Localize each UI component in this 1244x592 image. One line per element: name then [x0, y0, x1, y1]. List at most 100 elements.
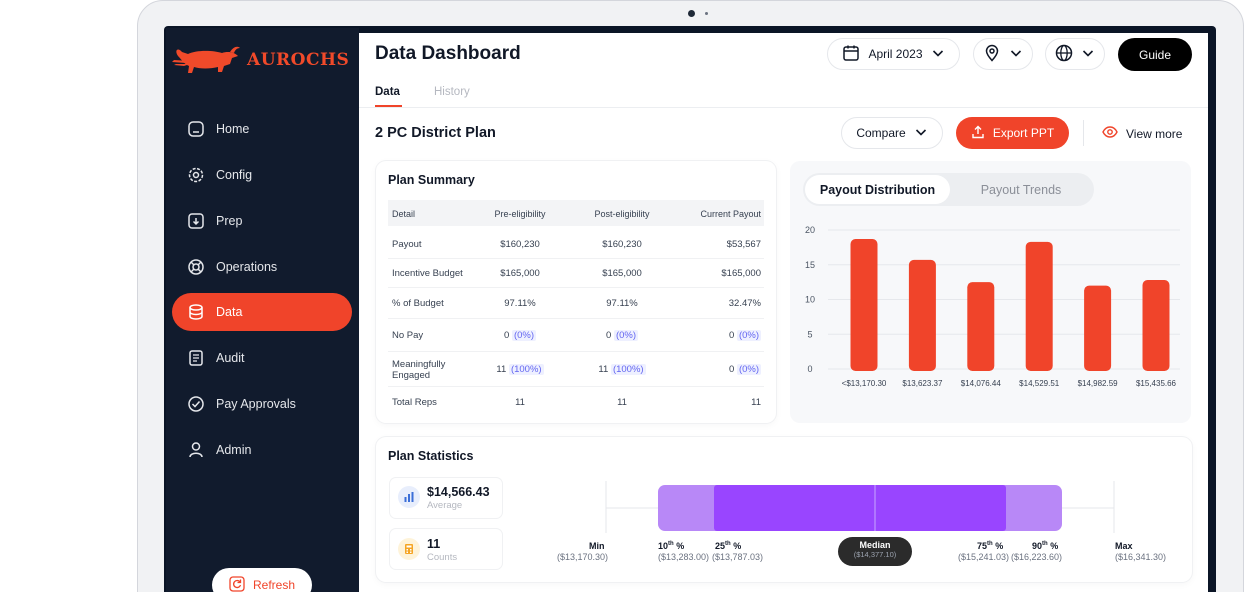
bar[interactable] — [1142, 280, 1170, 371]
sidebar-item-operations[interactable]: Operations — [172, 248, 352, 286]
row-current: 11 — [751, 397, 761, 408]
brand-logo[interactable] — [172, 40, 342, 80]
y-tick-label: 5 — [807, 329, 812, 339]
row-current: 32.47% — [728, 298, 761, 309]
row-divider — [388, 351, 764, 352]
lifebuoy-icon — [186, 257, 206, 277]
sidebar-item-audit[interactable]: Audit — [172, 339, 352, 377]
tab-history[interactable]: History — [434, 86, 470, 98]
sidebar-item-prep[interactable]: Prep — [172, 202, 352, 240]
tab-divider — [359, 107, 1208, 108]
check-circle-icon — [186, 394, 206, 414]
chevron-down-icon — [1081, 46, 1095, 63]
guide-button[interactable]: Guide — [1118, 38, 1192, 71]
export-label: Export PPT — [992, 126, 1055, 140]
bar[interactable] — [1084, 285, 1112, 371]
sidebar-item-home[interactable]: Home — [172, 110, 352, 148]
month-selector[interactable]: April 2023 — [827, 38, 960, 70]
p25-value: ($13,787.03) — [712, 552, 764, 562]
max-value: ($16,341.30) — [1115, 552, 1167, 562]
column-header: Detail — [392, 209, 416, 219]
p75-label: 75th % — [977, 541, 1004, 551]
tab-payout-distribution[interactable]: Payout Distribution — [805, 175, 950, 204]
y-tick-label: 10 — [805, 295, 815, 305]
row-divider — [388, 386, 764, 387]
row-post: $165,000 — [602, 268, 642, 279]
percent-badge: (0%) — [511, 330, 536, 341]
compare-dropdown[interactable]: Compare — [841, 117, 943, 149]
percent-badge: (0%) — [736, 364, 761, 375]
sidebar-item-data[interactable]: Data — [172, 293, 352, 331]
bar[interactable] — [908, 259, 936, 371]
min-value: ($13,170.30) — [557, 552, 609, 562]
chevron-down-icon — [1009, 46, 1023, 63]
camera-dot — [688, 10, 695, 17]
row-current: 0 (0%) — [729, 330, 761, 341]
p75-value: ($15,241.03) — [958, 552, 1010, 562]
download-box-icon — [186, 211, 206, 231]
document-icon — [186, 348, 206, 368]
p90-label: 90th % — [1032, 541, 1059, 551]
p90-value: ($16,223.60) — [1011, 552, 1063, 562]
sidebar-item-label: Prep — [216, 214, 243, 228]
average-label: Average — [427, 500, 463, 511]
row-post: 11 — [617, 397, 627, 408]
row-current: $165,000 — [721, 268, 761, 279]
row-current: 0 (0%) — [729, 364, 761, 375]
refresh-label: Refresh — [252, 578, 296, 592]
view-more-link[interactable]: View more — [1102, 124, 1182, 143]
plan-title: 2 PC District Plan — [375, 125, 496, 141]
p10-label: 10th % — [658, 541, 685, 551]
row-detail: No Pay — [392, 330, 424, 341]
plan-summary-title: Plan Summary — [388, 173, 475, 187]
percent-badge: (100%) — [508, 364, 544, 375]
chevron-down-icon — [931, 46, 945, 63]
tab-data[interactable]: Data — [375, 86, 400, 98]
sidebar-item-label: Audit — [216, 351, 245, 365]
sidebar-item-label: Home — [216, 122, 250, 136]
plan-statistics-title: Plan Statistics — [388, 449, 474, 463]
min-label: Min — [589, 541, 605, 551]
view-more-label: View more — [1126, 126, 1183, 141]
sidebar-item-config[interactable]: Config — [172, 156, 352, 194]
count-label: Counts — [427, 552, 458, 563]
row-detail: Meaningfully Engaged — [392, 359, 446, 381]
percent-badge: (100%) — [610, 364, 646, 375]
location-pin-icon — [983, 44, 1001, 65]
x-tick-label: $14,982.59 — [1078, 379, 1119, 388]
home-icon — [186, 119, 206, 139]
refresh-icon — [229, 575, 245, 592]
chevron-down-icon — [914, 125, 928, 142]
row-divider — [388, 318, 764, 319]
toolbar-divider — [1083, 120, 1084, 146]
row-post: 11 (100%) — [598, 364, 646, 375]
column-header: Pre-eligibility — [494, 209, 546, 219]
location-selector[interactable] — [973, 38, 1033, 70]
row-pre: 11 (100%) — [496, 364, 544, 375]
column-header: Current Payout — [700, 209, 761, 219]
sidebar-item-pay-approvals[interactable]: Pay Approvals — [172, 385, 352, 423]
y-tick-label: 20 — [805, 225, 815, 235]
average-value: $14,566.43 — [427, 485, 490, 499]
tab-payout-trends[interactable]: Payout Trends — [980, 182, 1062, 197]
count-value: 11 — [427, 537, 441, 551]
sidebar-item-admin[interactable]: Admin — [172, 431, 352, 469]
y-tick-label: 15 — [805, 260, 815, 270]
bar[interactable] — [850, 239, 878, 371]
percent-badge: (0%) — [736, 330, 761, 341]
row-post: 97.11% — [606, 298, 638, 309]
calendar-icon — [842, 44, 860, 65]
gear-icon — [186, 165, 206, 185]
bar[interactable] — [1025, 241, 1053, 371]
refresh-button[interactable]: Refresh — [212, 568, 312, 592]
x-tick-label: $15,435.66 — [1136, 379, 1177, 388]
language-selector[interactable] — [1045, 38, 1105, 70]
x-tick-label: $14,076.44 — [961, 379, 1002, 388]
active-tab-indicator — [375, 105, 402, 107]
bar[interactable] — [967, 282, 995, 371]
export-ppt-button[interactable]: Export PPT — [956, 117, 1069, 149]
eye-icon — [1102, 124, 1118, 143]
x-tick-label: $13,623.37 — [902, 379, 943, 388]
page-title: Data Dashboard — [375, 43, 521, 64]
month-label: April 2023 — [868, 47, 923, 61]
